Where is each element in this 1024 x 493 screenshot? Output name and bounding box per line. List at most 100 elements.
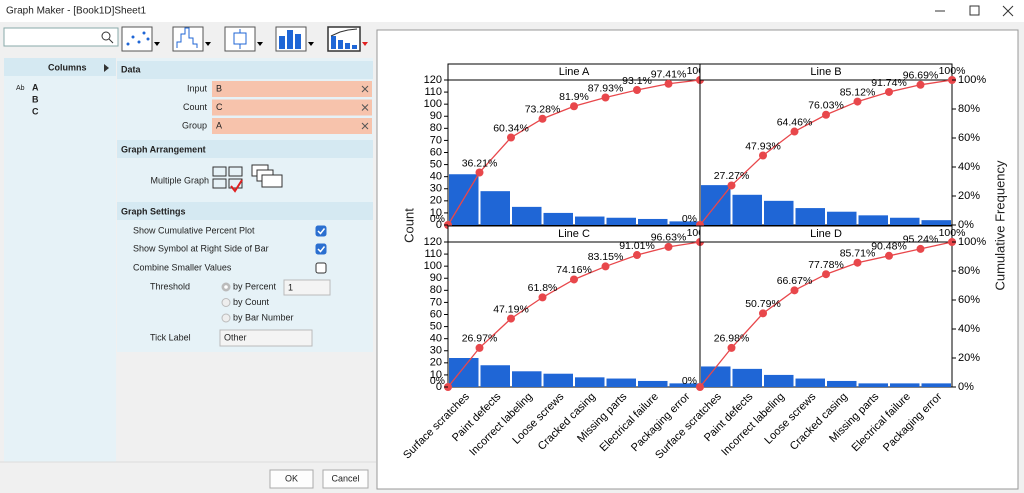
field-input[interactable] (212, 118, 372, 134)
bar (480, 191, 510, 225)
bar-button[interactable] (275, 26, 314, 52)
scatter-button[interactable] (121, 26, 160, 52)
cumulative-label: 95.24% (903, 234, 939, 246)
cumulative-label: 83.15% (588, 251, 624, 263)
y-tick-label: 100 (424, 260, 442, 272)
option-label: Combine Smaller Values (133, 262, 232, 272)
histogram-button[interactable] (172, 26, 211, 52)
cumulative-point (507, 133, 515, 142)
cumulative-point (727, 343, 736, 352)
bar (669, 221, 699, 225)
panel-frame (699, 79, 953, 226)
y2-axis-title: Cumulative Frequency (992, 160, 1007, 291)
y2-tick-label: 0% (958, 381, 974, 393)
field-label: Count (183, 102, 208, 112)
ok-button[interactable]: OK (269, 469, 314, 489)
column-name[interactable]: B (32, 94, 39, 104)
y-tick-label: 110 (424, 248, 442, 260)
cumulative-point (822, 110, 830, 119)
cumulative-point (885, 251, 893, 260)
overlap-icon[interactable] (251, 164, 283, 188)
cumulative-label: 74.16% (556, 264, 592, 276)
bar (638, 218, 668, 225)
field-input[interactable] (212, 81, 372, 97)
bar (764, 374, 794, 387)
field-label: Group (182, 120, 207, 130)
cumulative-label: 93.1% (622, 75, 652, 87)
cumulative-label: 85.12% (840, 86, 876, 98)
bar (858, 383, 888, 387)
clear-button[interactable] (361, 85, 369, 93)
cumulative-point (601, 93, 610, 102)
radio[interactable] (221, 313, 231, 323)
field-value: B (216, 83, 222, 93)
section-title: Graph Settings (121, 206, 186, 216)
y-tick-label: 90 (430, 272, 442, 284)
cumulative-label: 47.93% (745, 140, 781, 152)
cumulative-label: 100% (939, 65, 966, 77)
expand-arrow[interactable] (104, 64, 109, 72)
y-tick-label: 0 (436, 219, 442, 231)
y-tick-label: 40 (430, 171, 442, 183)
search-box[interactable] (3, 27, 119, 47)
cumulative-label: 87.93% (588, 82, 624, 94)
bar (827, 211, 857, 225)
threshold-input[interactable] (283, 279, 331, 296)
toolbar (121, 26, 368, 52)
cumulative-point (916, 244, 925, 253)
cumulative-label: 64.46% (777, 116, 813, 128)
bar (921, 220, 951, 225)
column-name[interactable]: A (32, 82, 39, 92)
options: Show Cumulative Percent Plot Show Symbol … (133, 225, 327, 274)
y-tick-label: 120 (424, 74, 442, 86)
cumulative-label: 73.28% (525, 104, 561, 116)
cumulative-point (475, 343, 484, 352)
checkbox[interactable] (315, 262, 327, 274)
cumulative-label: 96.69% (903, 70, 939, 82)
cumulative-point (570, 275, 578, 284)
box-plot-button[interactable] (224, 26, 263, 52)
radio-label: by Bar Number (233, 312, 294, 322)
y-tick-label: 40 (430, 333, 442, 345)
tick-label-input[interactable] (219, 329, 313, 347)
y-tick-label: 50 (430, 320, 442, 332)
y2-tick-label: 80% (958, 103, 980, 115)
multiple-graph-label: Multiple Graph (150, 175, 209, 185)
close-button[interactable] (1002, 5, 1014, 17)
cumulative-point (570, 102, 578, 111)
checkbox[interactable] (315, 243, 327, 255)
cancel-button[interactable]: Cancel (322, 469, 369, 489)
clear-button[interactable] (361, 104, 369, 111)
pareto-button[interactable] (327, 26, 368, 52)
y2-tick-label: 0% (958, 219, 974, 231)
section-header (117, 140, 373, 158)
column-name[interactable]: C (32, 106, 39, 116)
bar (795, 378, 825, 387)
option-label: Show Symbol at Right Side of Bar (133, 243, 269, 253)
maximize-button[interactable] (969, 5, 980, 16)
cumulative-label: 36.21% (462, 157, 498, 169)
y-tick-label: 80 (430, 284, 442, 296)
radio[interactable] (221, 298, 231, 307)
arrangement-icon[interactable] (212, 166, 243, 193)
field-input[interactable] (212, 99, 372, 116)
check-mark (317, 246, 326, 253)
cumulative-label: 27.27% (714, 170, 750, 182)
cumulative-point (790, 286, 799, 295)
clear-button[interactable] (361, 122, 369, 130)
cumulative-label: 96.63% (651, 232, 687, 244)
cumulative-label: 91.74% (871, 77, 907, 89)
section-title: Graph Arrangement (121, 144, 206, 154)
checkbox[interactable] (315, 225, 327, 237)
y-tick-label: 0 (436, 381, 442, 393)
cumulative-point (507, 314, 515, 323)
bar (638, 380, 668, 387)
y-tick-label: 10 (430, 207, 442, 219)
y-tick-label: 60 (430, 146, 442, 158)
cumulative-label: 90.48% (871, 241, 907, 253)
cumulative-point (885, 87, 893, 96)
check-mark (317, 228, 326, 235)
cumulative-label: 26.98% (714, 333, 750, 345)
